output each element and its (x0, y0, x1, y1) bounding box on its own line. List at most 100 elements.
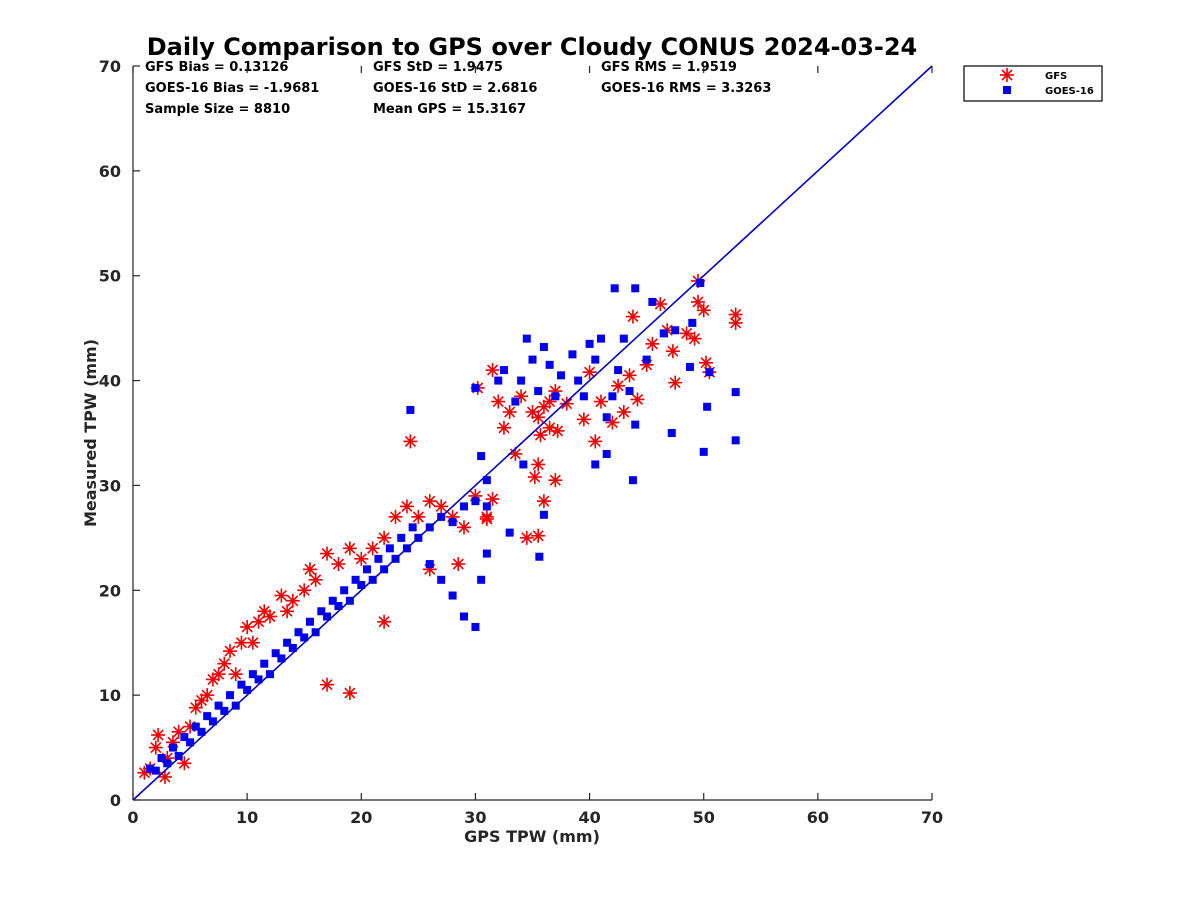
gfs-point (644, 336, 661, 352)
y-tick-label: 70 (99, 57, 121, 76)
goes16-point (277, 654, 286, 663)
goes16-point (186, 738, 195, 747)
goes16-point (323, 612, 332, 621)
gfs-point (621, 367, 638, 384)
gfs-point (402, 433, 419, 450)
gfs-point (727, 315, 744, 331)
stats-block: GFS Bias = 0.13126 GFS StD = 1.9475 GFS … (145, 60, 771, 117)
gfs-point (319, 545, 335, 562)
gfs-point (625, 308, 641, 325)
gfs-point (330, 556, 347, 572)
y-tick-label: 10 (99, 686, 121, 705)
goes16-point (619, 334, 628, 343)
goes16-point (591, 460, 600, 469)
goes16-point (254, 675, 263, 684)
gfs-point (530, 527, 547, 544)
goes16-point (237, 680, 246, 689)
goes16-point (499, 366, 508, 375)
legend-box (963, 65, 1103, 102)
gfs-point (479, 511, 495, 527)
chart-title: Daily Comparison to GPS over Cloudy CONU… (147, 33, 918, 61)
x-tick-label: 50 (693, 808, 715, 827)
y-tick-label: 20 (99, 581, 121, 600)
gfs-point (279, 603, 295, 620)
goes16-point (208, 717, 217, 726)
goes16-point (602, 413, 611, 422)
gfs-point (490, 393, 507, 410)
gfs-point (353, 551, 370, 567)
goes16-point (482, 476, 491, 485)
goes16-point (585, 339, 594, 348)
gfs-point (456, 519, 472, 536)
gfs-point (302, 561, 318, 578)
gfs-point (227, 666, 244, 682)
gfs-point (593, 393, 609, 410)
goes16-point (731, 388, 740, 397)
goes16-point (203, 712, 212, 721)
goes16-point (300, 633, 309, 642)
goes16-point (460, 502, 469, 511)
goes16-point (197, 727, 206, 736)
gfs-point (399, 498, 415, 515)
y-tick-label: 50 (99, 267, 121, 286)
goes16-point (288, 643, 297, 652)
stat-gfs-bias: GFS Bias = 0.13126 (145, 60, 288, 75)
goes16-point (477, 452, 486, 461)
gfs-point (536, 493, 552, 509)
gfs-point (518, 530, 535, 546)
legend-goes-label: GOES-16 (1045, 86, 1094, 97)
x-tick-label: 30 (464, 808, 486, 827)
goes16-point (705, 368, 714, 377)
gfs-point (530, 456, 547, 473)
goes16-point (397, 533, 406, 542)
gfs-point (410, 509, 427, 525)
goes16-point (539, 510, 548, 519)
stat-goes-bias: GOES-16 Bias = -1.9681 (145, 81, 319, 96)
goes16-point (146, 764, 155, 773)
goes16-point (602, 449, 611, 458)
goes16-point (482, 502, 491, 511)
goes16-point (157, 754, 166, 763)
goes16-point (517, 376, 526, 385)
legend-gfs-marker (999, 67, 1015, 83)
legend-goes-marker (1003, 86, 1011, 94)
goes16-point (545, 360, 554, 369)
gfs-point (576, 411, 592, 428)
stat-goes-std: GOES-16 StD = 2.6816 (373, 81, 537, 96)
gfs-point (547, 472, 564, 488)
legend-gfs-label: GFS (1045, 71, 1067, 82)
goes16-point (535, 552, 544, 561)
goes16-point (522, 334, 531, 343)
y-tick-label: 0 (110, 791, 121, 810)
goes16-point (374, 554, 383, 563)
goes16-point (385, 544, 394, 553)
gfs-point (665, 343, 681, 360)
gfs-point (245, 634, 261, 651)
gfs-point (157, 769, 173, 785)
gfs-point (199, 687, 215, 703)
goes16-point (631, 284, 640, 293)
gfs-point (587, 433, 604, 450)
goes16-point (699, 447, 708, 456)
goes16-point (425, 560, 434, 569)
x-tick-label: 10 (236, 808, 258, 827)
goes16-point (334, 602, 343, 611)
goes16-point (667, 429, 676, 437)
x-ticks: 0 10 20 30 40 50 60 70 (127, 66, 943, 827)
goes16-point (642, 355, 651, 364)
gfs-point (496, 419, 512, 436)
y-tick-label: 40 (99, 372, 121, 391)
goes16-point (731, 436, 740, 445)
x-tick-label: 0 (127, 808, 138, 827)
goes16-point (243, 685, 252, 694)
stat-goes-rms: GOES-16 RMS = 3.3263 (601, 81, 771, 96)
goes16-point (574, 376, 583, 385)
goes16-point (271, 649, 280, 658)
goes16-point (180, 733, 189, 742)
stat-sample-size: Sample Size = 8810 (145, 102, 290, 117)
goes16-point (659, 329, 668, 338)
goes16-point (408, 523, 417, 532)
gfs-point (364, 540, 381, 557)
goes16-point (703, 402, 712, 411)
gfs-point (150, 727, 166, 743)
